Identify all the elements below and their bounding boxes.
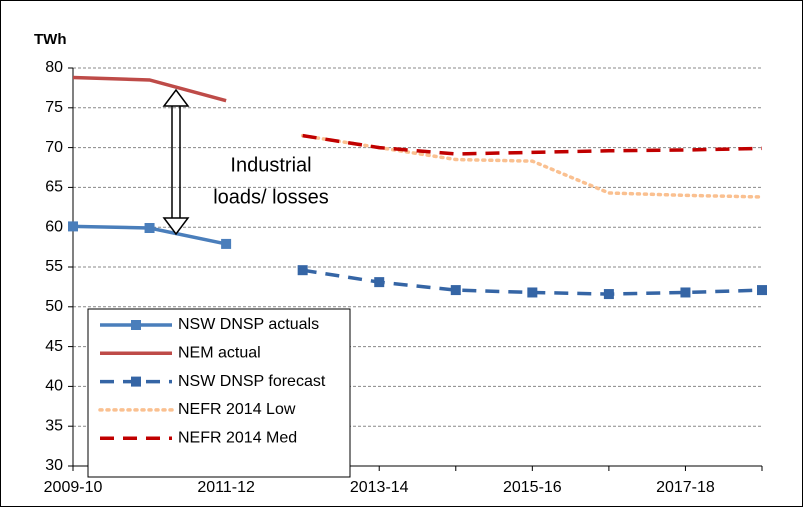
point <box>144 222 155 233</box>
plot: 30 35 40 45 50 55 60 65 70 75 80 2009-10 2011-12 2013… <box>44 59 767 496</box>
y-tick-label: 65 <box>45 179 63 196</box>
legend-label: NEM actual <box>178 345 261 362</box>
x-tick-label: 2011-12 <box>197 479 255 496</box>
point <box>680 287 691 298</box>
legend-label: NSW DNSP actuals <box>178 316 319 333</box>
legend-label: NEFR 2014 Med <box>178 429 297 446</box>
point <box>603 289 614 300</box>
legend-marker <box>131 376 141 387</box>
x-tick-label: 2017-18 <box>656 479 715 496</box>
point <box>297 265 308 276</box>
legend-label: NSW DNSP forecast <box>178 373 326 390</box>
point <box>757 285 767 296</box>
point <box>450 285 461 296</box>
point <box>68 221 78 232</box>
legend-marker <box>131 320 141 330</box>
legend-box <box>87 308 351 478</box>
y-tick-label: 40 <box>45 378 63 395</box>
annotation: loads/ losses <box>213 186 329 208</box>
y-tick-label: 55 <box>45 258 63 275</box>
y-tick-label: 35 <box>45 417 63 434</box>
y-tick-label: 30 <box>45 457 63 474</box>
y-tick-label: 75 <box>45 99 63 116</box>
annotation-arrow <box>162 88 190 236</box>
legend-label: NEFR 2014 Low <box>178 401 296 418</box>
x-tick-label: 2015-16 <box>503 479 562 496</box>
y-tick-label: 60 <box>45 218 63 235</box>
series-line <box>302 133 763 156</box>
y-tick-label: 70 <box>45 139 63 156</box>
y-tick-label: 50 <box>45 298 63 315</box>
y-axis-label: TWh <box>34 31 66 48</box>
series-line <box>72 75 227 103</box>
x-tick-label: 2013-14 <box>350 479 409 496</box>
point <box>374 277 385 288</box>
y-tick-label: 80 <box>45 59 63 76</box>
point <box>221 238 232 249</box>
annotation: Industrial <box>230 154 311 176</box>
x-tick-label: 2009-10 <box>44 479 103 496</box>
point <box>527 287 538 298</box>
y-tick-label: 45 <box>45 338 63 355</box>
